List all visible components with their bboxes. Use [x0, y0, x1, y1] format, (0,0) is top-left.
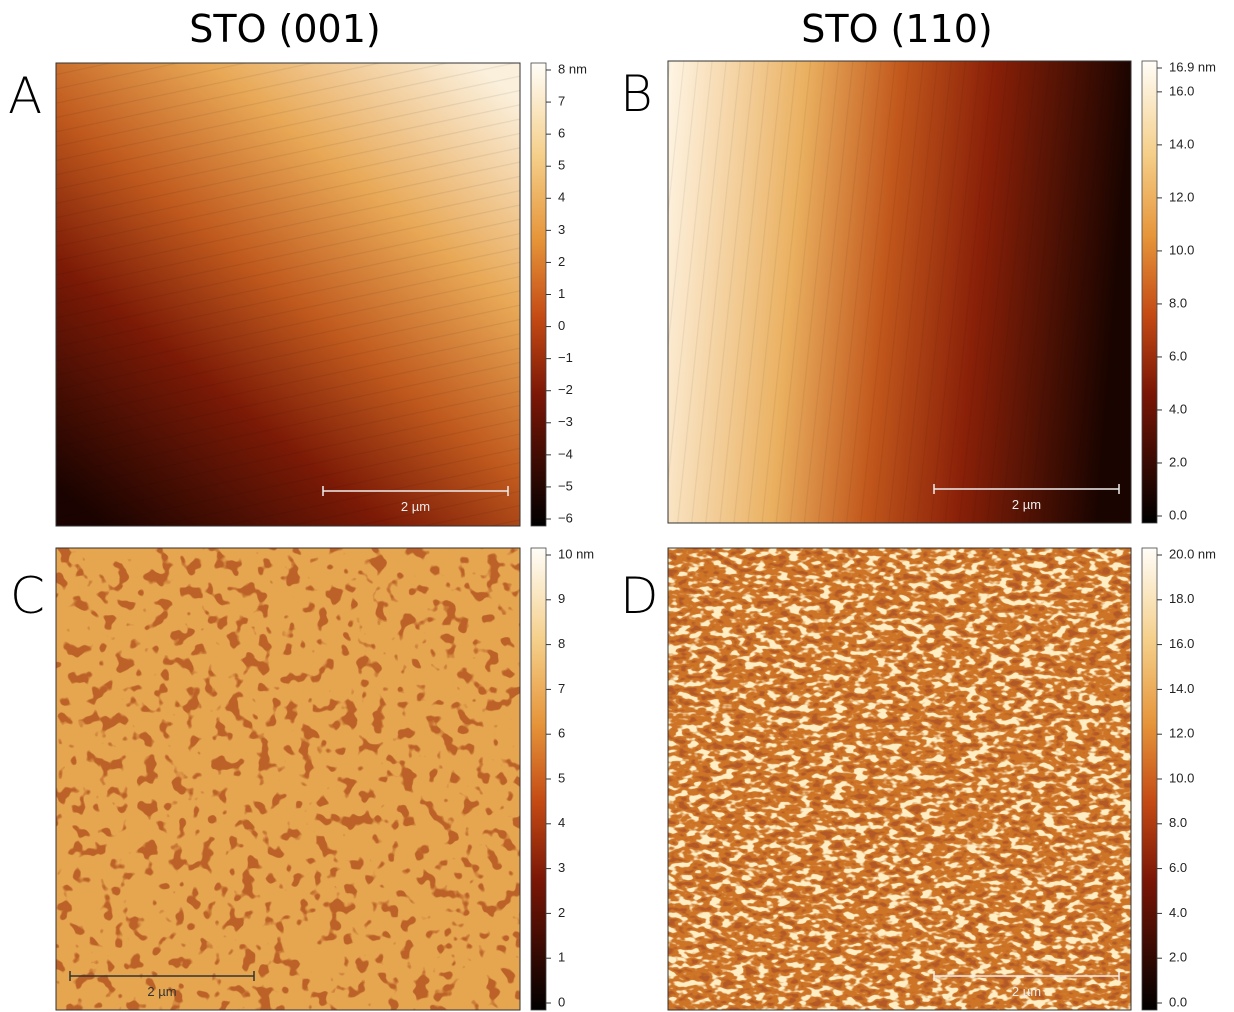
colorbar-tick-label: 6 [558, 126, 565, 141]
colorbar-tick-label: 0 [558, 318, 565, 333]
scale-bar-label: 2 µm [401, 499, 430, 514]
panel-label: A [8, 67, 42, 125]
panel-d: D [620, 547, 1132, 1011]
colorbar-tick-label: 16.9 nm [1169, 59, 1216, 74]
colorbar-tick-label: 18.0 [1169, 591, 1194, 606]
colorbar-tick-label: 5 [558, 770, 565, 785]
colorbar-tick-label: 4 [558, 190, 565, 205]
colorbar-tick-label: 2 [558, 254, 565, 269]
colorbar-tick-label: 16.0 [1169, 636, 1194, 651]
colorbar-tick-label: 1 [558, 286, 565, 301]
colorbar-tick-label: 6.0 [1169, 348, 1187, 363]
colorbar-tick-label: 8.0 [1169, 295, 1187, 310]
colorbar-tick-label: 4.0 [1169, 401, 1187, 416]
colorbar-tick-label: 14.0 [1169, 136, 1194, 151]
colorbar-tick-label: 6 [558, 726, 565, 741]
panel-label: D [620, 567, 659, 625]
colorbar-tick-label: −3 [558, 414, 573, 429]
colorbar-tick-label: 3 [558, 222, 565, 237]
colorbar-tick-label: 3 [558, 860, 565, 875]
colorbar-tick-label: 8 nm [558, 61, 587, 76]
colorbar [1141, 547, 1158, 1011]
terrace-texture [56, 63, 520, 526]
colorbar-tick-label: −5 [558, 478, 573, 493]
colorbar-tick-label: 9 [558, 591, 565, 606]
colorbar-tick-label: 2.0 [1169, 454, 1187, 469]
colorbar [530, 62, 547, 527]
scale-bar-label: 2 µm [1012, 497, 1041, 512]
colorbar-tick-label: 5 [558, 158, 565, 173]
colorbar-tick-label: 0.0 [1169, 994, 1187, 1009]
colorbar-tick-label: 12.0 [1169, 726, 1194, 741]
domain-texture [56, 548, 520, 1010]
panel-b: B [620, 60, 1132, 524]
colorbar-tick-label: 12.0 [1169, 189, 1194, 204]
colorbar-tick-label: 4.0 [1169, 905, 1187, 920]
terrace-texture [668, 61, 1131, 523]
scale-bar-label: 2 µm [147, 984, 176, 999]
colorbar-tick-label: 0 [558, 994, 565, 1009]
colorbar-tick-label: 0.0 [1169, 507, 1187, 522]
panel-c: C [10, 547, 521, 1011]
panel-a: A [8, 62, 521, 527]
image-frame [55, 547, 521, 1011]
colorbar-tick-label: −1 [558, 350, 573, 365]
colorbar-tick-label: 10.0 [1169, 770, 1194, 785]
image-frame [667, 547, 1132, 1011]
colorbar-tick-label: −2 [558, 382, 573, 397]
panel-label: C [10, 567, 45, 625]
colorbar-tick-label: −6 [558, 510, 573, 525]
colorbar-tick-label: −4 [558, 446, 573, 461]
colorbar-tick-label: 10.0 [1169, 242, 1194, 257]
colorbar-tick-label: 4 [558, 815, 565, 830]
scale-bar-label: 2 µm [1012, 984, 1041, 999]
colorbar-tick-label: 2.0 [1169, 950, 1187, 965]
colorbar-tick-label: 14.0 [1169, 681, 1194, 696]
image-frame [55, 62, 521, 527]
image-frame [667, 60, 1132, 524]
colorbar [1141, 60, 1158, 524]
colorbar-tick-label: 2 [558, 905, 565, 920]
colorbar-tick-label: 10 nm [558, 546, 594, 561]
colorbar-tick-label: 1 [558, 950, 565, 965]
column-title: STO (110) [801, 7, 993, 51]
colorbar-tick-label: 20.0 nm [1169, 546, 1216, 561]
colorbar-tick-label: 16.0 [1169, 83, 1194, 98]
colorbar [530, 547, 547, 1011]
colorbar-tick-label: 7 [558, 94, 565, 109]
panel-label: B [620, 65, 653, 123]
column-title: STO (001) [189, 7, 381, 51]
colorbar-tick-label: 6.0 [1169, 860, 1187, 875]
colorbar-tick-label: 8.0 [1169, 815, 1187, 830]
colorbar-tick-label: 8 [558, 636, 565, 651]
colorbar-tick-label: 7 [558, 681, 565, 696]
grain-texture [668, 548, 1131, 1010]
